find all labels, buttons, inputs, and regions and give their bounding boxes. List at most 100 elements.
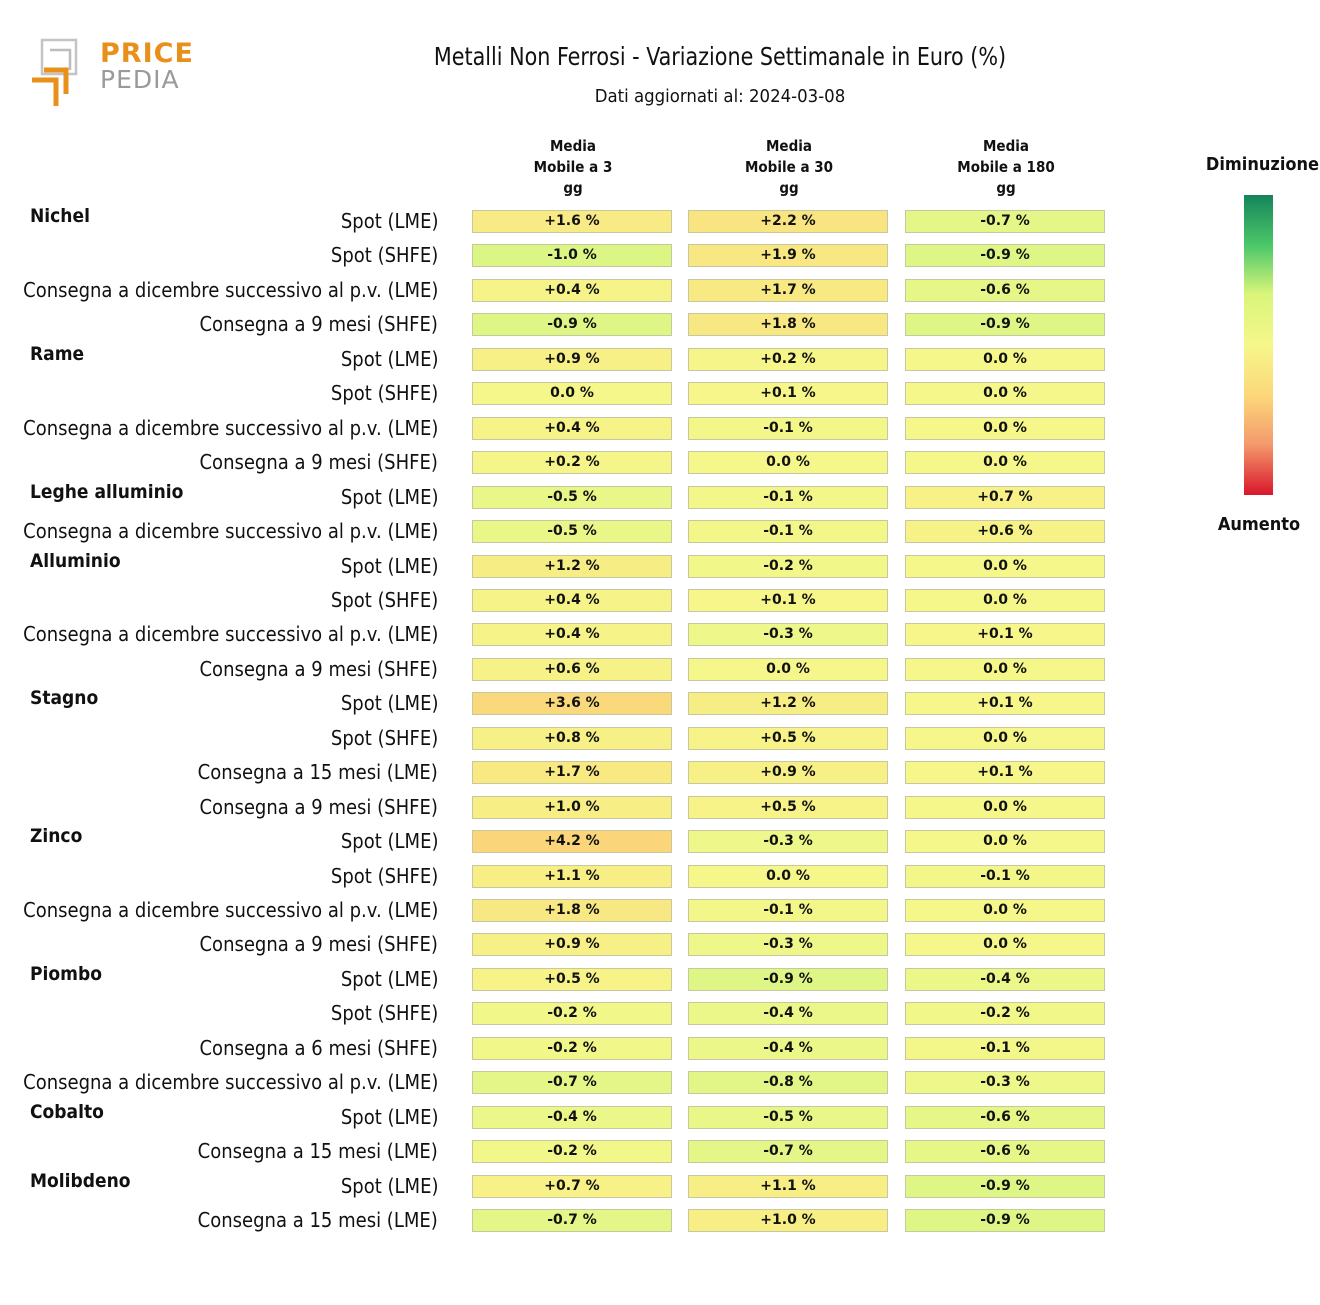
logo-mark-icon xyxy=(32,38,78,106)
heatmap-cell: +0.4 % xyxy=(472,278,672,302)
heatmap-cell: -0.9 % xyxy=(905,1174,1105,1198)
heatmap-cell: 0.0 % xyxy=(905,588,1105,612)
heatmap-cell: -0.7 % xyxy=(472,1209,672,1233)
heatmap-cell: +1.2 % xyxy=(688,692,888,716)
row-label: Spot (LME) xyxy=(340,829,438,854)
group-label: Piombo xyxy=(30,962,102,985)
row-label: Spot (LME) xyxy=(340,691,438,716)
heatmap-cell: 0.0 % xyxy=(905,451,1105,475)
heatmap-cell: -0.9 % xyxy=(688,967,888,991)
column-header-1: Media Mobile a 3 gg xyxy=(533,137,613,197)
heatmap-cell: -0.3 % xyxy=(905,1071,1105,1095)
heatmap-cell: +0.4 % xyxy=(472,416,672,440)
row-label: Consegna a dicembre successivo al p.v. (… xyxy=(22,277,438,302)
heatmap-cell: +1.9 % xyxy=(688,244,888,268)
heatmap-cell: +0.7 % xyxy=(905,485,1105,509)
heatmap-cell: +1.6 % xyxy=(472,210,672,233)
heatmap-cell: +0.7 % xyxy=(472,1174,672,1198)
heatmap-cell: -0.5 % xyxy=(472,485,672,509)
column-header-3: Media Mobile a 180 gg xyxy=(957,137,1055,197)
row-label: Consegna a 9 mesi (SHFE) xyxy=(199,794,438,819)
row-label: Spot (SHFE) xyxy=(330,243,438,268)
group-label: Zinco xyxy=(30,825,83,848)
heatmap-cell: +0.9 % xyxy=(472,933,672,957)
row-label: Consegna a 15 mesi (LME) xyxy=(197,1139,438,1164)
row-label: Spot (LME) xyxy=(340,1173,438,1198)
heatmap-cell: +0.8 % xyxy=(472,726,672,750)
row-label: Consegna a dicembre successivo al p.v. (… xyxy=(22,519,438,544)
logo-text-pedia: PEDIA xyxy=(100,65,180,94)
heatmap-cell: -0.5 % xyxy=(472,520,672,544)
heatmap-cell: -0.2 % xyxy=(472,1036,672,1060)
heatmap-cell: +1.8 % xyxy=(688,313,888,337)
heatmap-cell: +0.9 % xyxy=(688,761,888,785)
group-label: Molibdeno xyxy=(30,1169,131,1192)
row-label: Spot (SHFE) xyxy=(330,1001,438,1026)
heatmap-cell: +0.4 % xyxy=(472,588,672,612)
heatmap-cell: -0.5 % xyxy=(688,1105,888,1129)
chart-subtitle: Dati aggiornati al: 2024-03-08 xyxy=(594,86,846,107)
heatmap-cell: 0.0 % xyxy=(688,864,888,888)
row-label: Consegna a 9 mesi (SHFE) xyxy=(199,932,438,957)
heatmap-cell: -0.1 % xyxy=(688,416,888,440)
heatmap-cell: -0.6 % xyxy=(905,278,1105,302)
row-label: Consegna a 15 mesi (LME) xyxy=(197,760,438,785)
heatmap-cell: -0.7 % xyxy=(688,1140,888,1164)
heatmap-cell: -0.4 % xyxy=(688,1002,888,1026)
heatmap-cell: +4.2 % xyxy=(472,830,672,854)
column-header-2: Media Mobile a 30 gg xyxy=(744,137,834,197)
heatmap-cell: -0.9 % xyxy=(905,313,1105,337)
heatmap-cell: +3.6 % xyxy=(472,692,672,716)
heatmap-cell: -0.2 % xyxy=(905,1002,1105,1026)
row-label: Consegna a 9 mesi (SHFE) xyxy=(199,450,438,475)
heatmap-cell: -0.9 % xyxy=(905,1209,1105,1233)
heatmap-cell: +1.0 % xyxy=(472,795,672,819)
heatmap-cell: +1.8 % xyxy=(472,899,672,922)
pricepedia-logo: PRICE PEDIA xyxy=(28,36,193,111)
heatmap-cell: 0.0 % xyxy=(905,416,1105,440)
row-label: Spot (LME) xyxy=(340,1104,438,1129)
heatmap-cell: -0.6 % xyxy=(905,1140,1105,1164)
heatmap-cell: 0.0 % xyxy=(905,657,1105,681)
heatmap-cell: 0.0 % xyxy=(905,726,1105,750)
heatmap-cell: +0.9 % xyxy=(472,347,672,371)
heatmap-cell: +1.7 % xyxy=(688,278,888,302)
chart-title: Metalli Non Ferrosi - Variazione Settima… xyxy=(433,42,1007,71)
heatmap-cell: -0.3 % xyxy=(688,830,888,854)
group-label: Alluminio xyxy=(30,549,121,572)
heatmap-cell: +0.4 % xyxy=(472,623,672,647)
heatmap-cell: -0.4 % xyxy=(472,1105,672,1129)
heatmap-cell: +0.1 % xyxy=(905,761,1105,785)
heatmap-cell: +0.6 % xyxy=(472,657,672,681)
heatmap-cell: +1.1 % xyxy=(688,1174,888,1198)
legend-top-label: Diminuzione xyxy=(1205,154,1320,175)
heatmap-cell: +0.6 % xyxy=(905,520,1105,544)
row-label: Consegna a dicembre successivo al p.v. (… xyxy=(22,898,438,922)
heatmap-cell: +0.1 % xyxy=(688,588,888,612)
heatmap-cell: 0.0 % xyxy=(905,795,1105,819)
heatmap-cell: -0.9 % xyxy=(472,313,672,337)
row-label: Spot (LME) xyxy=(340,209,438,233)
heatmap-cell: -0.1 % xyxy=(688,485,888,509)
heatmap-cell: +1.1 % xyxy=(472,864,672,888)
heatmap-cell: 0.0 % xyxy=(905,382,1105,406)
group-label: Nichel xyxy=(30,205,90,227)
heatmap-cell: -0.1 % xyxy=(905,864,1105,888)
heatmap-cell: -0.1 % xyxy=(905,1036,1105,1060)
heatmap-cell: +0.5 % xyxy=(472,967,672,991)
heatmap-cell: -0.4 % xyxy=(688,1036,888,1060)
heatmap-cell: -0.2 % xyxy=(688,554,888,578)
heatmap-cell: +0.2 % xyxy=(688,347,888,371)
heatmap-cell: -0.2 % xyxy=(472,1140,672,1164)
heatmap-cell: +0.1 % xyxy=(905,623,1105,647)
heatmap-cell: -0.6 % xyxy=(905,1105,1105,1129)
heatmap-cell: +1.2 % xyxy=(472,554,672,578)
heatmap-cell: -0.7 % xyxy=(905,210,1105,233)
row-label: Consegna a dicembre successivo al p.v. (… xyxy=(22,622,438,647)
row-label: Spot (LME) xyxy=(340,966,438,991)
row-label: Consegna a 9 mesi (SHFE) xyxy=(199,312,438,337)
heatmap-cell: 0.0 % xyxy=(688,451,888,475)
group-label: Cobalto xyxy=(30,1100,104,1123)
heatmap-cell: -0.1 % xyxy=(688,520,888,544)
heatmap-cell: +0.5 % xyxy=(688,795,888,819)
